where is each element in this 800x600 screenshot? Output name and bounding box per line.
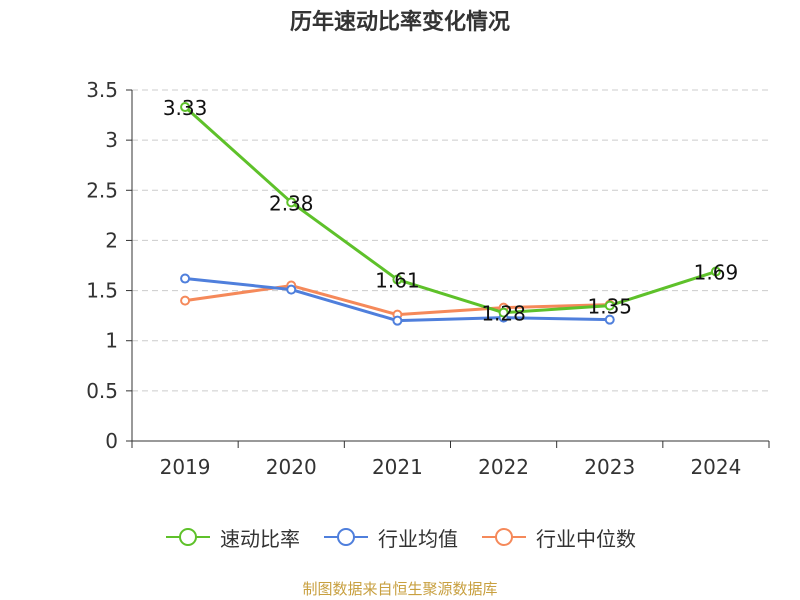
legend-item-quick-ratio[interactable]: 速动比率 <box>164 523 300 552</box>
x-tick-label: 2021 <box>372 455 423 479</box>
series-line-0 <box>184 105 717 315</box>
y-tick-label: 2.5 <box>86 178 118 202</box>
y-tick-label: 1 <box>105 329 118 353</box>
legend-line-circle-icon <box>482 528 526 546</box>
x-tick-label: 2019 <box>160 455 211 479</box>
axes: 0 0.5 1 1.5 2 2.5 3 3.5 2019 2020 2021 2022 2023 2024 <box>86 78 770 479</box>
legend-circle <box>337 528 355 546</box>
source-note: 制图数据来自恒生聚源数据库 <box>302 580 498 598</box>
data-point <box>604 314 615 325</box>
y-tick-label: 3.5 <box>86 78 118 102</box>
y-tick-label: 3 <box>105 128 118 152</box>
legend: 速动比率 行业均值 行业中位数 <box>0 520 800 554</box>
data-point <box>180 273 191 284</box>
legend-item-industry-median[interactable]: 行业中位数 <box>480 523 636 552</box>
x-tick-label: 2024 <box>690 455 741 479</box>
y-tick-label: 0 <box>105 429 118 453</box>
data-label: 3.33 <box>163 96 208 120</box>
data-label: 1.61 <box>375 269 420 293</box>
data-point <box>180 295 191 306</box>
y-tick-label: 1.5 <box>86 279 118 303</box>
y-tick-label: 2 <box>105 228 118 252</box>
legend-label: 行业中位数 <box>536 526 636 551</box>
legend-line-circle-icon <box>324 528 368 546</box>
x-tick-label: 2023 <box>584 455 635 479</box>
legend-item-industry-mean[interactable]: 行业均值 <box>322 523 458 552</box>
legend-circle <box>495 528 513 546</box>
series-lines <box>180 102 721 326</box>
chart-title: 历年速动比率变化情况 <box>289 10 510 35</box>
y-tick-label: 0.5 <box>86 379 118 403</box>
data-label: 1.35 <box>587 295 632 319</box>
data-point <box>498 307 509 318</box>
x-tick-label: 2022 <box>478 455 529 479</box>
data-label: 1.28 <box>481 302 526 326</box>
data-point <box>392 274 403 285</box>
data-point <box>604 300 615 311</box>
legend-circle <box>179 528 197 546</box>
data-labels: 3.33 2.38 1.61 1.28 1.35 1.69 <box>163 96 738 326</box>
legend-label: 行业均值 <box>378 526 458 551</box>
legend-label: 速动比率 <box>220 526 300 551</box>
data-label: 1.69 <box>694 261 739 285</box>
data-point <box>286 284 297 295</box>
data-point <box>392 315 403 326</box>
data-label: 2.38 <box>269 191 314 215</box>
data-point <box>286 197 297 208</box>
legend-line-circle-icon <box>166 528 210 546</box>
data-point <box>710 266 721 277</box>
grid-lines <box>132 89 769 392</box>
data-point <box>180 102 191 113</box>
x-tick-label: 2020 <box>266 455 317 479</box>
